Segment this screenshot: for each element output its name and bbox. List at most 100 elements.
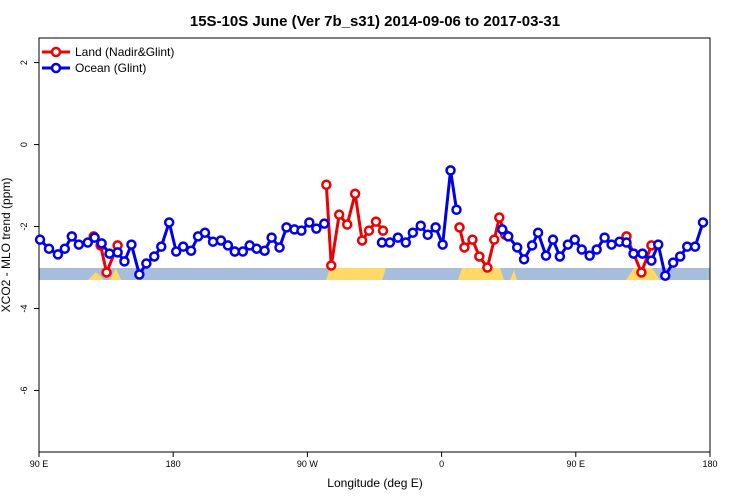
point xyxy=(266,232,277,243)
point xyxy=(237,246,249,257)
point xyxy=(437,239,448,250)
point xyxy=(526,240,538,251)
point xyxy=(674,251,686,262)
point xyxy=(34,234,46,245)
point xyxy=(170,246,182,257)
point xyxy=(96,238,107,249)
point xyxy=(599,232,610,243)
point xyxy=(363,225,375,236)
point xyxy=(59,243,71,254)
point xyxy=(400,237,412,248)
y-axis-label: XCO2 - MLO trend (ppm) xyxy=(0,178,13,313)
point xyxy=(101,267,112,278)
land-patch xyxy=(326,268,386,280)
point xyxy=(43,243,55,254)
point xyxy=(445,165,456,176)
point xyxy=(621,237,632,248)
point xyxy=(156,241,167,252)
point xyxy=(326,260,337,271)
legend-marker xyxy=(50,46,62,58)
point xyxy=(660,270,671,281)
point xyxy=(562,239,574,250)
point xyxy=(177,241,189,252)
legend-label: Land (Nadir&Glint) xyxy=(75,45,174,59)
point xyxy=(503,231,514,242)
point xyxy=(497,224,508,235)
point xyxy=(349,188,361,200)
point xyxy=(126,239,137,250)
point xyxy=(141,258,152,269)
y-tick-label: 2 xyxy=(19,60,29,65)
point xyxy=(259,245,270,256)
x-tick-label: 90 W xyxy=(297,459,319,469)
point xyxy=(628,248,639,259)
chart-title: 15S-10S June (Ver 7b_s31) 2014-09-06 to … xyxy=(190,13,560,30)
point xyxy=(482,262,493,273)
y-tick-label: -4 xyxy=(19,305,29,313)
point xyxy=(689,241,701,252)
point xyxy=(697,217,709,228)
point xyxy=(653,239,664,250)
point xyxy=(333,209,345,220)
point xyxy=(321,179,332,190)
point xyxy=(576,244,588,255)
point xyxy=(89,232,100,243)
point xyxy=(392,232,404,243)
point xyxy=(554,251,566,262)
point xyxy=(185,245,197,256)
x-axis-label: Longitude (deg E) xyxy=(327,476,422,490)
point xyxy=(104,248,115,259)
legend-marker xyxy=(50,62,62,74)
point xyxy=(454,222,465,233)
point xyxy=(370,216,382,227)
point xyxy=(296,225,307,236)
x-tick-label: 180 xyxy=(702,459,717,469)
x-tick-label: 90 E xyxy=(567,459,586,469)
plot-frame xyxy=(38,37,711,453)
point xyxy=(377,225,389,236)
point xyxy=(82,237,94,248)
point xyxy=(422,229,433,241)
point xyxy=(149,251,160,262)
x-tick-label: 90 E xyxy=(30,459,49,469)
point xyxy=(459,242,470,253)
y-tick-label: -2 xyxy=(19,223,29,231)
x-tick-label: 0 xyxy=(439,459,444,469)
land-patch xyxy=(88,272,104,280)
point xyxy=(591,244,602,255)
legend-label: Ocean (Glint) xyxy=(75,61,146,75)
point xyxy=(134,269,145,280)
land-patch xyxy=(110,268,121,280)
point xyxy=(407,227,419,238)
point xyxy=(222,240,234,251)
point xyxy=(667,257,679,268)
point xyxy=(415,220,426,231)
point xyxy=(540,250,552,261)
point xyxy=(52,249,64,260)
point xyxy=(494,212,505,223)
x-tick-label: 180 xyxy=(166,459,181,469)
point xyxy=(430,222,441,233)
point xyxy=(518,254,530,265)
land-patch xyxy=(458,268,504,280)
land-patch xyxy=(510,270,517,280)
point xyxy=(646,255,657,266)
point xyxy=(511,242,523,253)
point xyxy=(569,234,581,245)
point xyxy=(384,237,396,248)
surface-band xyxy=(39,268,710,280)
point xyxy=(274,242,285,253)
point xyxy=(311,223,322,234)
y-tick-label: -6 xyxy=(19,387,29,395)
point xyxy=(304,217,315,228)
point xyxy=(488,234,500,245)
point xyxy=(467,234,478,245)
point xyxy=(474,251,485,262)
point xyxy=(163,217,175,228)
y-tick-label: 0 xyxy=(19,142,29,147)
point xyxy=(199,227,211,238)
point xyxy=(532,227,544,238)
point xyxy=(341,219,353,230)
point xyxy=(215,235,227,246)
